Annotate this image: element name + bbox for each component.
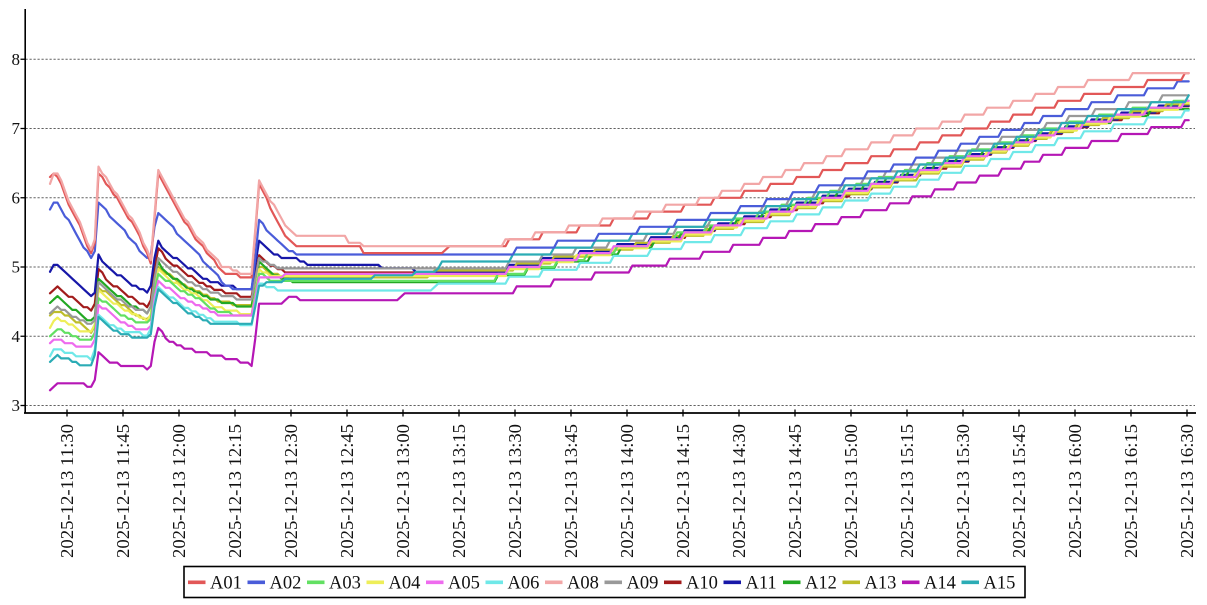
svg-text:A12: A12 (805, 574, 837, 594)
svg-text:A06: A06 (508, 574, 540, 594)
svg-text:2025-12-13 15:45: 2025-12-13 15:45 (1009, 424, 1029, 558)
svg-text:A10: A10 (686, 574, 718, 594)
svg-text:2025-12-13 15:00: 2025-12-13 15:00 (841, 424, 861, 558)
svg-text:2025-12-13 13:15: 2025-12-13 13:15 (449, 424, 469, 558)
svg-text:2025-12-13 14:45: 2025-12-13 14:45 (785, 424, 805, 558)
svg-text:2025-12-13 13:30: 2025-12-13 13:30 (505, 424, 525, 558)
svg-text:2025-12-13 11:45: 2025-12-13 11:45 (113, 424, 133, 558)
svg-text:A04: A04 (389, 574, 421, 594)
svg-text:8: 8 (12, 50, 21, 69)
svg-text:2025-12-13 14:15: 2025-12-13 14:15 (673, 424, 693, 558)
svg-text:A05: A05 (448, 574, 480, 594)
svg-text:A08: A08 (567, 574, 599, 594)
svg-text:2025-12-13 16:00: 2025-12-13 16:00 (1065, 424, 1085, 558)
svg-text:2025-12-13 15:15: 2025-12-13 15:15 (897, 424, 917, 558)
svg-text:2025-12-13 13:00: 2025-12-13 13:00 (393, 424, 413, 558)
svg-text:A01: A01 (210, 574, 242, 594)
svg-text:2025-12-13 14:00: 2025-12-13 14:00 (617, 424, 637, 558)
svg-text:2025-12-13 12:45: 2025-12-13 12:45 (337, 424, 357, 558)
svg-text:2025-12-13 11:30: 2025-12-13 11:30 (57, 424, 77, 558)
svg-text:2025-12-13 16:30: 2025-12-13 16:30 (1177, 424, 1197, 558)
svg-text:A03: A03 (329, 574, 361, 594)
svg-text:2025-12-13 13:45: 2025-12-13 13:45 (561, 424, 581, 558)
svg-text:2025-12-13 12:30: 2025-12-13 12:30 (281, 424, 301, 558)
svg-text:A15: A15 (984, 574, 1016, 594)
svg-text:2025-12-13 16:15: 2025-12-13 16:15 (1121, 424, 1141, 558)
svg-text:6: 6 (12, 188, 21, 207)
svg-text:3: 3 (12, 396, 21, 415)
svg-text:2025-12-13 12:15: 2025-12-13 12:15 (225, 424, 245, 558)
svg-text:4: 4 (12, 327, 21, 346)
svg-text:7: 7 (12, 119, 21, 138)
svg-text:A09: A09 (627, 574, 659, 594)
svg-text:2025-12-13 14:30: 2025-12-13 14:30 (729, 424, 749, 558)
svg-text:5: 5 (12, 258, 21, 277)
svg-text:A14: A14 (924, 574, 956, 594)
svg-text:A11: A11 (746, 574, 777, 594)
svg-text:2025-12-13 12:00: 2025-12-13 12:00 (169, 424, 189, 558)
svg-text:A02: A02 (270, 574, 302, 594)
svg-text:A13: A13 (865, 574, 897, 594)
svg-text:2025-12-13 15:30: 2025-12-13 15:30 (953, 424, 973, 558)
